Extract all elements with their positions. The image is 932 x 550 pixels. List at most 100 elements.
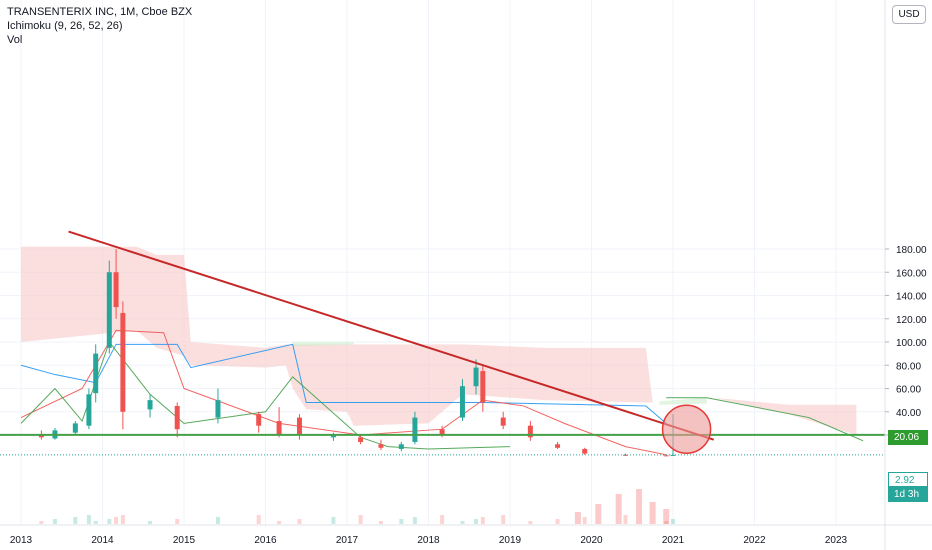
- volume-bar: [148, 521, 153, 524]
- volume-bar: [649, 502, 656, 524]
- volume-bar: [358, 515, 363, 524]
- candle-body: [330, 435, 336, 438]
- candle: [378, 439, 384, 451]
- candle-body: [174, 405, 180, 430]
- descending-trendline: [68, 230, 715, 441]
- candle: [473, 359, 479, 395]
- cloud-bearish-band: [21, 246, 653, 426]
- volume-bar: [39, 521, 44, 524]
- volume-bar: [528, 521, 533, 524]
- candle: [330, 432, 336, 441]
- candle: [527, 421, 533, 441]
- volume-bar: [378, 521, 383, 524]
- candle-body: [147, 400, 153, 410]
- candle-body: [459, 386, 465, 418]
- candle: [358, 435, 364, 445]
- volume-bar: [636, 489, 643, 524]
- candle-body: [86, 394, 92, 426]
- candle: [480, 365, 486, 412]
- x-tick-label: 2013: [10, 535, 33, 546]
- candle-body: [500, 417, 506, 426]
- bar-countdown-tag: 1d 3h: [888, 487, 928, 502]
- x-tick-label: 2020: [580, 535, 603, 546]
- candle-body: [93, 353, 99, 394]
- x-tick-label: 2023: [825, 535, 848, 546]
- candle: [86, 388, 92, 430]
- volume-bar: [664, 521, 669, 524]
- volume-bar: [440, 515, 445, 524]
- candle: [93, 344, 99, 403]
- x-tick-label: 2019: [499, 535, 522, 546]
- candle: [398, 441, 404, 452]
- volume-bar: [574, 512, 581, 524]
- volume-bar: [460, 521, 465, 524]
- candle: [52, 428, 58, 440]
- volume-bar: [555, 519, 560, 524]
- candle: [120, 301, 126, 430]
- x-tick-label: 2015: [173, 535, 196, 546]
- candle-body: [256, 414, 262, 426]
- lagging-span-future: [666, 397, 864, 442]
- candle-body: [480, 371, 486, 403]
- drawings[interactable]: [0, 230, 885, 456]
- volume-bar: [86, 515, 91, 524]
- candle: [113, 249, 119, 319]
- candle-body: [38, 435, 44, 438]
- symbol-title[interactable]: TRANSENTERIX INC, 1M, Cboe BZX: [7, 6, 193, 18]
- candle-body: [555, 444, 561, 448]
- candle: [582, 447, 588, 455]
- volume-indicator-label[interactable]: Vol: [7, 34, 23, 46]
- volume-bar: [615, 494, 622, 524]
- conversion-line: [20, 343, 667, 424]
- candle-body: [582, 448, 588, 454]
- candle: [276, 407, 282, 438]
- ichimoku-indicator-label[interactable]: Ichimoku (9, 26, 52, 26): [7, 20, 123, 32]
- y-tick-label: 140.00: [896, 292, 927, 303]
- volume-bar: [297, 519, 302, 524]
- volume-bar: [52, 519, 57, 524]
- candle-body: [398, 444, 404, 449]
- volume-bar: [256, 515, 261, 524]
- volume-bar: [399, 519, 404, 524]
- y-tick-label: 100.00: [896, 338, 927, 349]
- breakout-highlight-circle: [661, 404, 712, 454]
- volume-bar: [501, 515, 506, 524]
- candle-body: [412, 417, 418, 442]
- volume-bar: [331, 517, 336, 524]
- volume-bar: [671, 519, 675, 524]
- volume-bar: [120, 515, 125, 524]
- volume-bar: [277, 521, 282, 524]
- candle-body: [72, 423, 78, 433]
- candle-body: [439, 429, 445, 435]
- candlesticks[interactable]: [38, 249, 676, 457]
- x-tick-label: 2021: [662, 535, 685, 546]
- volume-bar: [412, 517, 417, 524]
- candle: [500, 411, 506, 430]
- x-tick-label: 2014: [91, 535, 114, 546]
- volume-bar: [175, 519, 180, 524]
- candle-body: [473, 367, 479, 387]
- candle-body: [663, 455, 669, 457]
- candle: [72, 421, 78, 435]
- candle-body: [622, 454, 628, 456]
- candle: [147, 394, 153, 418]
- candle: [622, 453, 628, 456]
- volume-bars: [39, 489, 675, 524]
- currency-button[interactable]: USD: [892, 5, 926, 24]
- volume-bar: [215, 517, 220, 524]
- volume-bar: [480, 517, 485, 524]
- y-tick-label: 80.00: [896, 361, 921, 372]
- candle-body: [120, 312, 126, 412]
- volume-bar: [663, 509, 670, 524]
- candle-body: [113, 272, 119, 308]
- cloud-bullish-band-2: [659, 397, 707, 405]
- horizontal-line-price-tag: 20.06: [888, 430, 928, 445]
- chart-legend: TRANSENTERIX INC, 1M, Cboe BZX Ichimoku …: [7, 5, 192, 47]
- candle: [459, 379, 465, 422]
- volume-bar: [595, 504, 602, 524]
- candle: [215, 388, 221, 424]
- y-tick-label: 60.00: [896, 385, 921, 396]
- volume-bar: [107, 519, 112, 524]
